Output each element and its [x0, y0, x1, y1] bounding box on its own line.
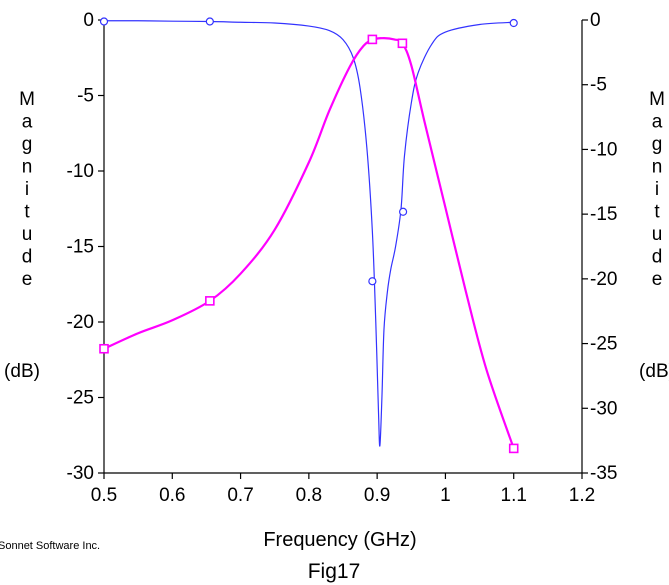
axis-label-unit: (dB): [639, 361, 669, 382]
ticks-group: 0.5 0.6 0.7 0.8 0.9 1 1.1 1.2 0 -5 -10 -15 -20 -25 -30…: [67, 10, 618, 506]
series-2-point: [99, 343, 109, 354]
plot-area: [103, 20, 583, 474]
axis-label-letter: e: [652, 269, 663, 290]
x-tick-label: 0.5: [91, 485, 117, 506]
y-right-tick-label: -10: [590, 139, 617, 160]
y-left-tick-label: -15: [67, 237, 94, 258]
x-tick-label: 1.1: [501, 485, 527, 506]
marker-layer: [99, 17, 519, 454]
series-layer: [103, 20, 515, 449]
series-2-point: [367, 34, 378, 45]
axis-label-letter: a: [652, 112, 663, 133]
axis-label-letter: i: [655, 179, 659, 200]
x-tick-label: 0.6: [159, 485, 185, 506]
series-1-point: [205, 17, 214, 26]
axis-label-letter: a: [22, 112, 33, 133]
axis-label-letter: d: [652, 247, 663, 268]
axis-label-letter: e: [22, 269, 33, 290]
axis-label-letter: t: [24, 202, 30, 223]
axis-label-letter: u: [22, 224, 33, 245]
x-tick-label: 0.8: [296, 485, 322, 506]
series-2-line: [103, 37, 515, 449]
series-2-point: [397, 38, 408, 49]
series-2-point: [205, 296, 215, 306]
series-2-point: [508, 443, 519, 454]
x-axis-label: Frequency (GHz): [263, 529, 416, 551]
series-1-point: [398, 207, 408, 216]
axis-label-letter: g: [22, 134, 33, 155]
y-left-tick-label: -20: [67, 312, 94, 333]
y-right-tick-label: -35: [590, 463, 617, 484]
x-tick-label: 0.9: [364, 485, 390, 506]
figure-caption: Fig17: [308, 560, 361, 583]
axis-label-letter: M: [19, 89, 35, 110]
y-right-tick-label: -25: [590, 334, 617, 355]
series-1-point: [368, 277, 377, 286]
y-right-tick-label: -5: [590, 75, 607, 96]
y-left-tick-label: -30: [67, 463, 94, 484]
x-tick-label: 1: [440, 485, 451, 506]
axis-label-letter: n: [652, 157, 663, 178]
series-1-point: [509, 18, 518, 28]
axis-label-letter: u: [652, 224, 663, 245]
credit-text: Sonnet Software Inc.: [0, 540, 100, 552]
y-left-tick-label: 0: [83, 10, 94, 31]
series-1-line: [103, 20, 514, 447]
y-left-tick-label: -10: [67, 161, 94, 182]
x-tick-label: 0.7: [227, 485, 253, 506]
y-left-tick-label: -25: [67, 388, 94, 409]
axis-label-letter: M: [649, 89, 665, 110]
x-tick-label: 1.2: [569, 485, 595, 506]
axis-label-letter: n: [22, 157, 33, 178]
y-right-tick-label: 0: [590, 10, 601, 31]
y-right-tick-label: -20: [590, 269, 617, 290]
series-1-point: [99, 17, 109, 26]
y-left-tick-label: -5: [77, 86, 94, 107]
axis-label-letter: d: [22, 247, 33, 268]
axis-label-letter: i: [25, 179, 29, 200]
axis-label-letter: g: [652, 134, 663, 155]
axis-label-letter: t: [654, 202, 660, 223]
axis-label-unit: (dB): [4, 361, 40, 382]
y-right-tick-label: -15: [590, 204, 617, 225]
y-right-tick-label: -30: [590, 398, 617, 419]
